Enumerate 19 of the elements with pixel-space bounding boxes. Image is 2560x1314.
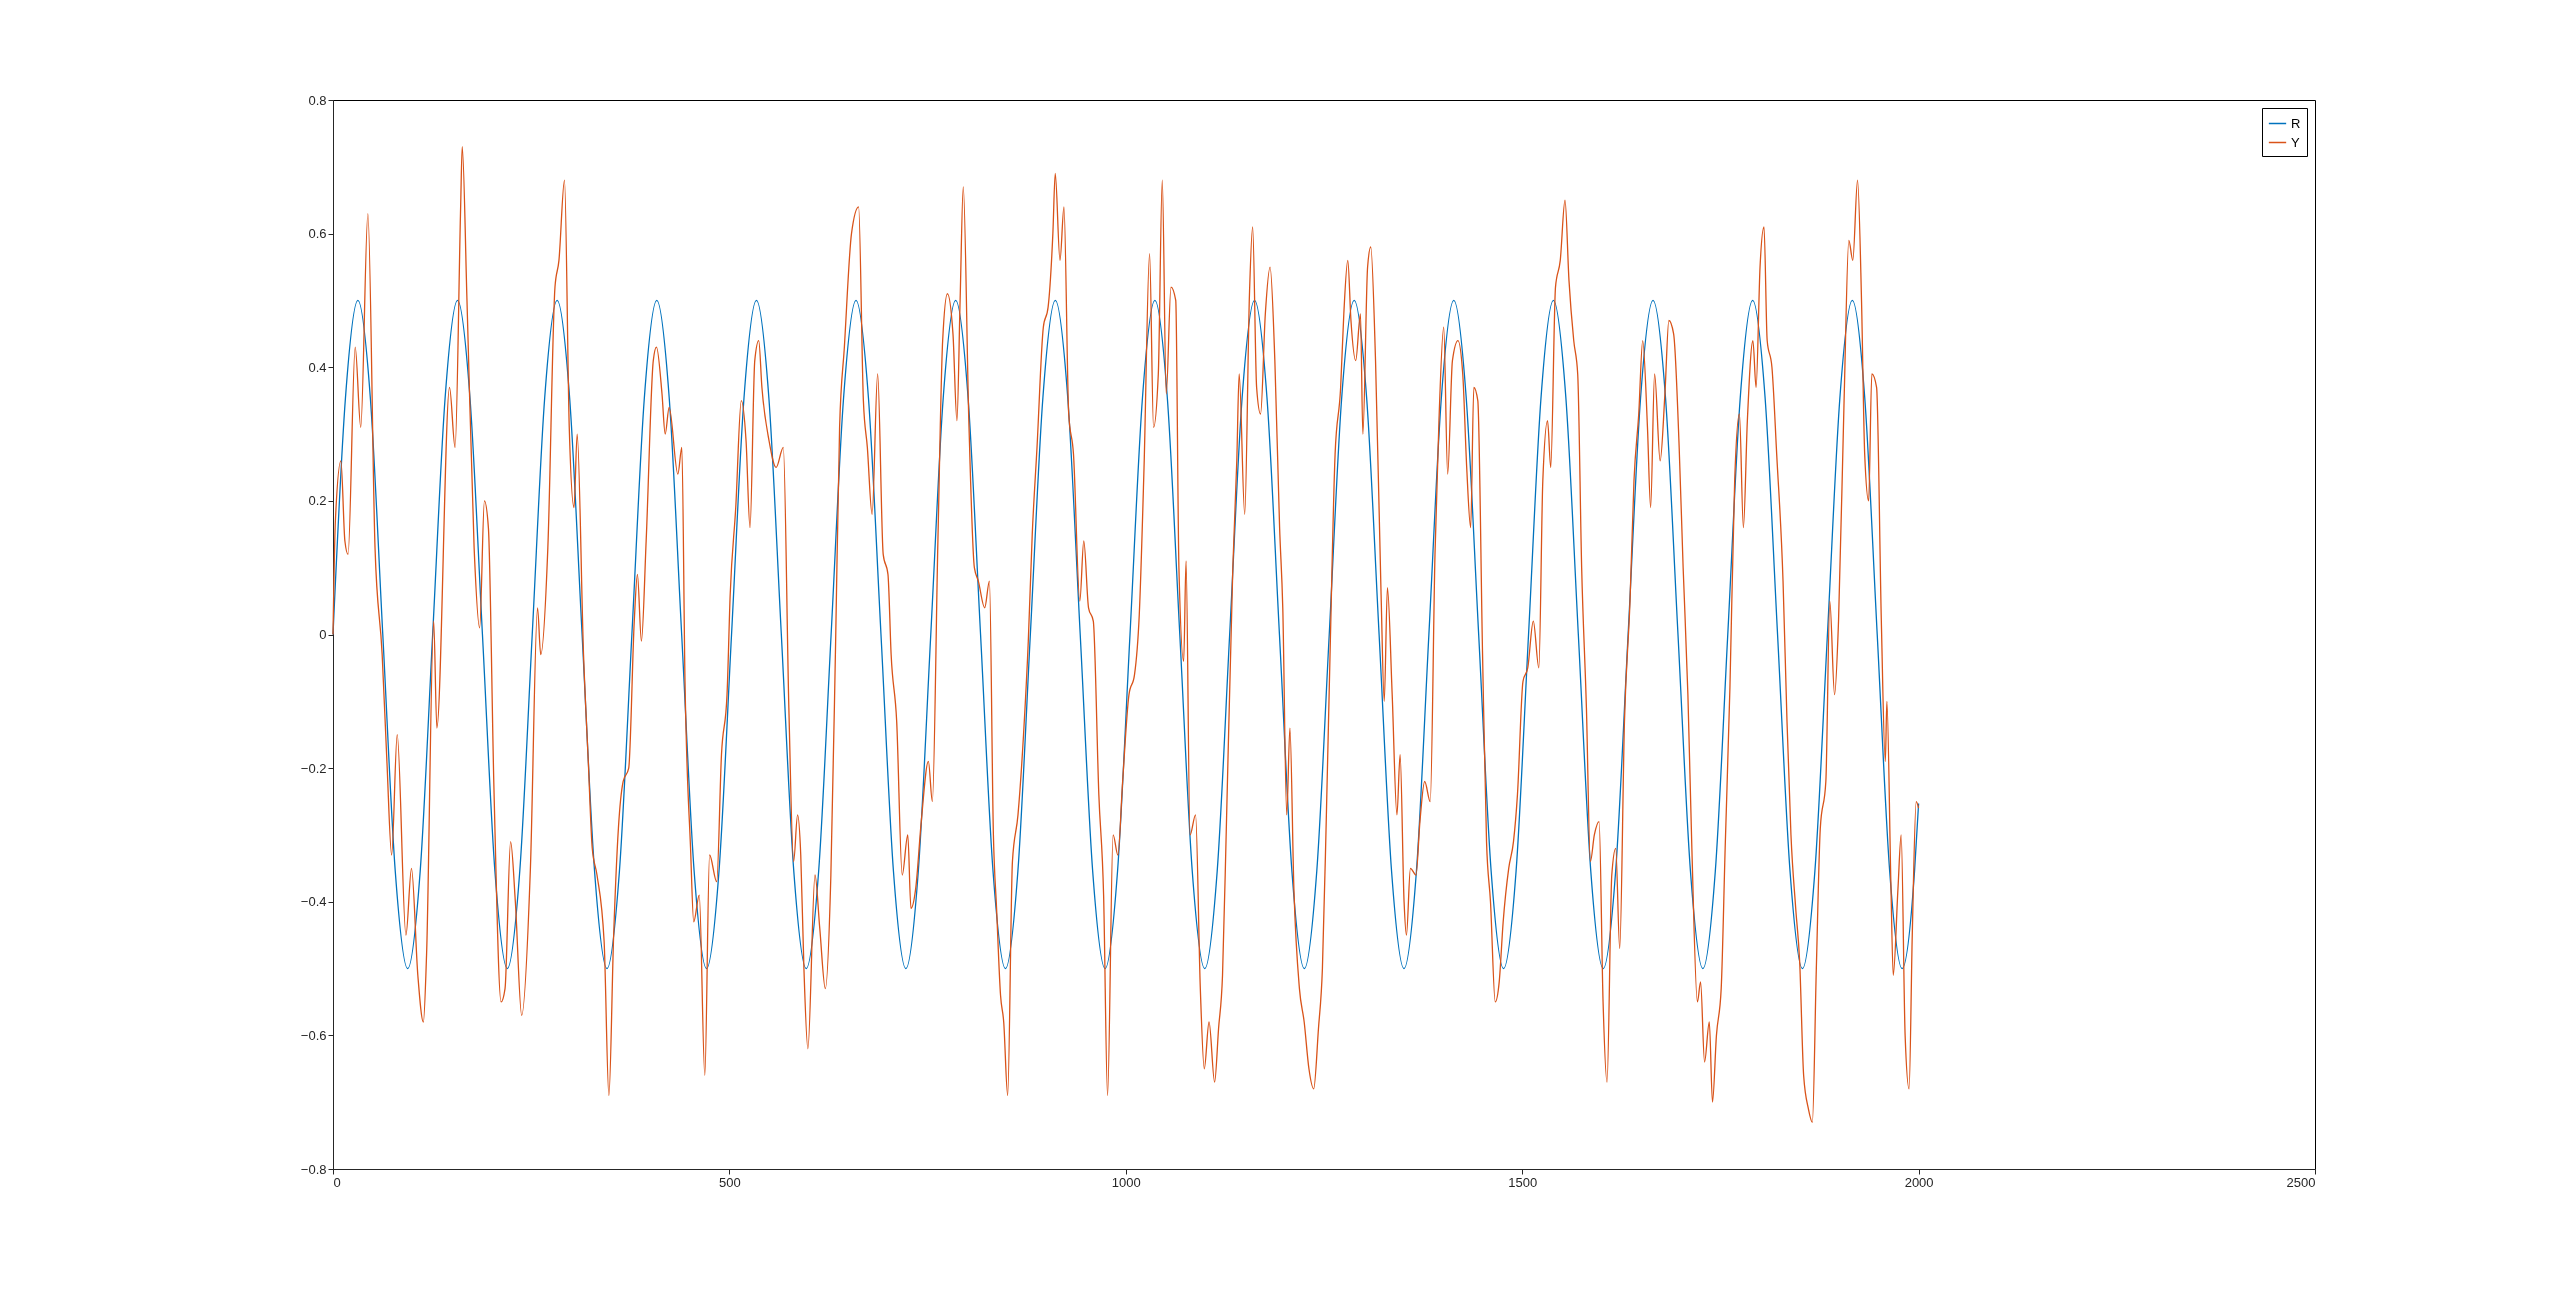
y-tick-label: 0.4: [308, 359, 327, 375]
legend-label: Y: [2291, 134, 2300, 150]
y-tick-label: −0.2: [300, 760, 327, 776]
legend-label: R: [2291, 115, 2301, 131]
x-tick-label: 2500: [2286, 1174, 2316, 1190]
y-tick-label: 0.8: [308, 92, 327, 108]
y-tick-label: −0.4: [300, 894, 327, 910]
y-tick-label: −0.6: [300, 1027, 327, 1043]
x-tick-label: 0: [333, 1174, 341, 1190]
y-tick-label: 0.6: [308, 226, 327, 242]
y-tick-label: 0.2: [308, 493, 327, 509]
line-series: [332, 299, 1920, 970]
x-tick-label: 500: [719, 1174, 741, 1190]
line-series: [332, 146, 1920, 1123]
x-tick-label: 1500: [1508, 1174, 1538, 1190]
x-tick-label: 1000: [1111, 1174, 1141, 1190]
y-tick-label: 0: [319, 627, 327, 642]
x-tick-label: 2000: [1904, 1174, 1934, 1190]
y-tick-label: −0.8: [300, 1161, 327, 1177]
